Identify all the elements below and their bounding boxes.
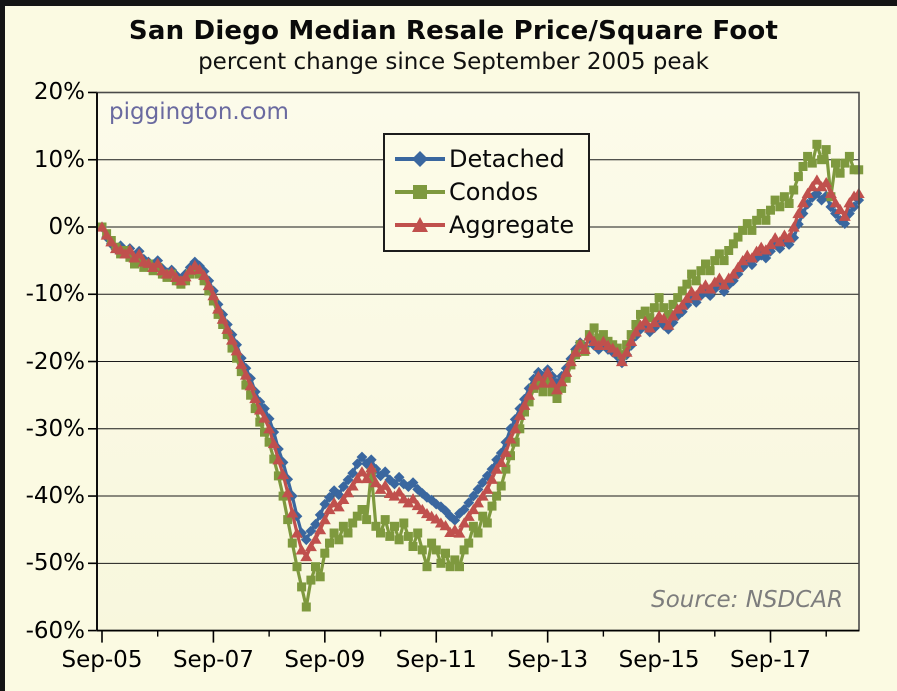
source-note: Source: NSDCAR — [651, 587, 843, 613]
chart-subtitle: percent change since September 2005 peak — [198, 49, 709, 75]
legend-item-condos: Condos — [393, 175, 574, 208]
x-tick-label: Sep-13 — [507, 647, 589, 673]
watermark-text: piggington.com — [109, 99, 289, 125]
legend-label: Detached — [449, 144, 565, 173]
diamond-marker-icon — [395, 150, 445, 167]
x-tick-label: Sep-05 — [61, 647, 143, 673]
legend-item-detached: Detached — [393, 142, 574, 175]
legend-item-aggregate: Aggregate — [393, 208, 574, 241]
y-tick-label: -60% — [25, 617, 85, 644]
x-tick-label: Sep-11 — [395, 647, 477, 673]
y-tick-label: 0% — [48, 214, 86, 240]
gridlines — [97, 159, 859, 564]
y-axis-ticks — [88, 91, 97, 632]
legend-box: Detached Condos Aggregate — [383, 133, 591, 252]
square-marker-icon — [395, 184, 445, 199]
x-tick-label: Sep-07 — [172, 647, 254, 673]
legend-label: Aggregate — [449, 210, 575, 239]
plot-area — [88, 91, 865, 643]
x-tick-label: Sep-15 — [618, 647, 700, 673]
y-tick-label: -30% — [25, 415, 85, 442]
series-aggregate — [96, 174, 865, 562]
series-aggregate-markers — [96, 174, 865, 562]
y-tick-label: 20% — [33, 79, 85, 106]
y-tick-label: -50% — [25, 550, 85, 577]
triangle-marker-icon — [395, 216, 445, 232]
x-tick-label: Sep-09 — [284, 647, 366, 673]
y-tick-label: -20% — [25, 348, 85, 375]
legend-label: Condos — [449, 177, 539, 206]
chart-title: San Diego Median Resale Price/Square Foo… — [128, 16, 779, 46]
y-tick-label: -10% — [25, 281, 85, 308]
y-tick-label: -40% — [25, 483, 85, 510]
x-axis-ticks — [101, 630, 827, 643]
y-tick-label: 10% — [33, 146, 85, 173]
x-tick-label: Sep-17 — [730, 647, 811, 673]
